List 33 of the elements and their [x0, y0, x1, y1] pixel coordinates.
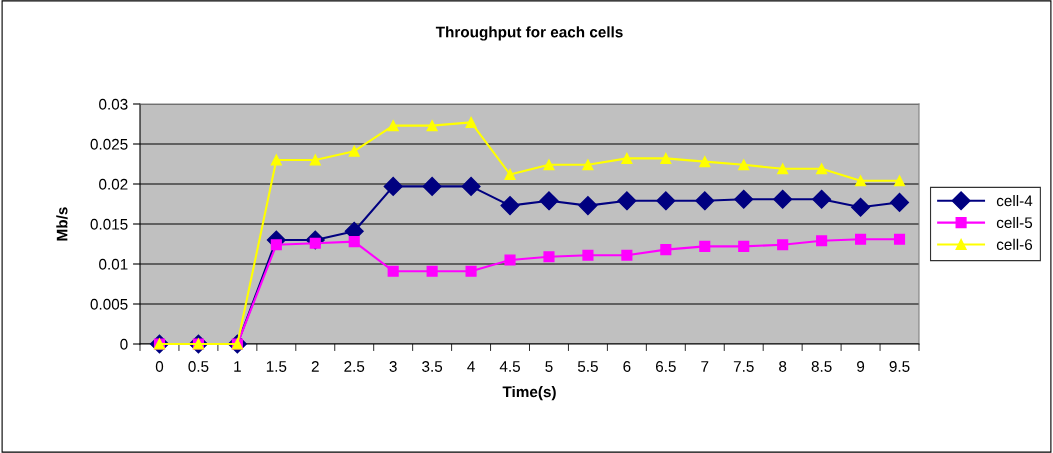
x-tick-label: 4.5 — [499, 361, 520, 372]
x-tick-label: 6.5 — [655, 361, 676, 372]
x-tick-label: 7.5 — [733, 361, 754, 372]
x-axis-title: Time(s) — [502, 386, 556, 401]
y-tick-label: 0.015 — [90, 218, 128, 230]
x-tick-label: 3.5 — [422, 361, 443, 372]
x-tick-label: 0.5 — [188, 361, 209, 372]
y-axis-title: Mb/s — [56, 207, 68, 241]
x-tick-label: 1 — [234, 361, 241, 372]
y-tick-label: 0.02 — [99, 178, 128, 190]
x-tick-label: 6 — [623, 361, 631, 372]
x-tick-label: 0 — [155, 361, 164, 372]
y-tick-label: 0 — [120, 338, 128, 350]
legend-label: cell-4 — [996, 195, 1033, 207]
x-tick-label: 3 — [389, 361, 397, 372]
chart-title: Throughput for each cells — [435, 26, 623, 41]
y-tick-label: 0.025 — [90, 138, 128, 150]
y-tick-label: 0.005 — [90, 298, 128, 310]
y-tick-label: 0.03 — [99, 98, 128, 110]
x-tick-label: 8.5 — [811, 361, 832, 372]
x-tick-label: 5.5 — [577, 361, 598, 372]
x-tick-label: 7 — [701, 361, 709, 372]
x-tick-label: 9.5 — [889, 361, 910, 372]
x-tick-label: 1.5 — [266, 361, 287, 372]
x-tick-label: 2 — [311, 361, 319, 372]
y-tick-label: 0.01 — [99, 258, 128, 270]
x-tick-label: 5 — [545, 361, 553, 372]
x-tick-label: 8 — [779, 361, 787, 372]
x-tick-label: 4 — [467, 361, 475, 372]
x-tick-label: 2.5 — [344, 361, 365, 372]
x-tick-label: 9 — [857, 361, 865, 372]
legend-label: cell-6 — [996, 238, 1033, 250]
legend-label: cell-5 — [996, 216, 1033, 229]
